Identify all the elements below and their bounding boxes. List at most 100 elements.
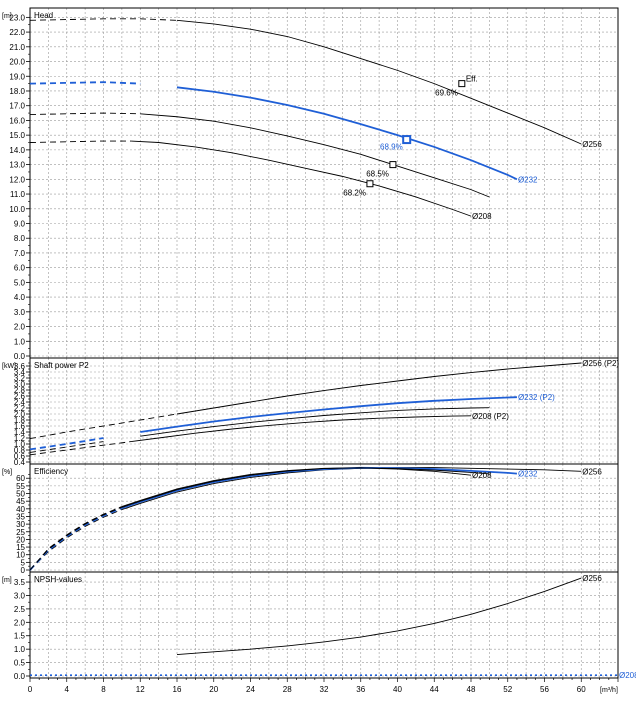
series-line — [131, 140, 472, 217]
series-line — [140, 396, 517, 433]
series-label: Ø208 (P2) — [472, 412, 509, 421]
y-tick-label: 55 — [16, 482, 25, 491]
y-tick-label: 22.0 — [9, 28, 25, 37]
y-unit-label: [%] — [2, 469, 12, 476]
y-tick-label: 2.0 — [14, 410, 26, 419]
y-tick-label: 16.0 — [9, 116, 25, 125]
series-label: Ø208 — [619, 671, 636, 680]
marker-value-label: 68.2% — [343, 189, 366, 198]
series-label: Ø256 — [582, 140, 602, 149]
y-tick-label: 45 — [16, 497, 25, 506]
marker-value-label: 69.6% — [435, 89, 458, 98]
y-tick-label: 14.0 — [9, 146, 25, 155]
series-line-dashed — [29, 507, 123, 571]
y-tick-label: 9.0 — [14, 219, 26, 228]
y-tick-label: 1.8 — [14, 416, 26, 425]
y-tick-label: 3.0 — [14, 308, 26, 317]
x-tick-label: 8 — [101, 685, 106, 694]
x-tick-label: 12 — [136, 685, 145, 694]
y-tick-label: 17.0 — [9, 102, 25, 111]
x-tick-label: 24 — [246, 685, 255, 694]
series-line-dashed — [29, 18, 178, 21]
series-label: Ø208 — [472, 471, 492, 480]
series-label: Ø232 (P2) — [518, 393, 555, 402]
x-tick-label: 36 — [356, 685, 365, 694]
series-label: Ø232 — [518, 175, 538, 184]
series-label: Ø208 — [472, 212, 492, 221]
panel-title: Head — [34, 11, 53, 20]
y-tick-label: 1.4 — [14, 428, 26, 437]
y-tick-label: 2.6 — [14, 392, 26, 401]
y-tick-label: 0.0 — [14, 352, 26, 361]
y-tick-label: 13.0 — [9, 161, 25, 170]
y-tick-label: 10 — [16, 551, 25, 560]
series-line-dashed — [29, 112, 141, 115]
x-tick-label: 16 — [173, 685, 182, 694]
y-tick-label: 7.0 — [14, 249, 26, 258]
panel-power: 0.40.60.81.01.21.41.61.82.02.22.42.62.83… — [2, 357, 619, 467]
y-tick-label: 15 — [16, 543, 25, 552]
panel-npsh: 0.0 0.5 1.0 1.5 2.0 2.5 3.0 3.5 NPSH-values [m] Ø2… — [2, 571, 636, 681]
x-tick-label: 28 — [283, 685, 292, 694]
series-line — [131, 415, 472, 443]
y-tick-label: 0.4 — [14, 458, 26, 467]
y-tick-label: 30 — [16, 520, 25, 529]
y-tick-label: 23.0 — [9, 13, 25, 22]
x-tick-label: 32 — [320, 685, 329, 694]
y-tick-label: 0 — [21, 566, 26, 575]
series-line-dashed — [29, 506, 123, 571]
series-label: Ø256 (P2) — [582, 359, 619, 368]
y-tick-label: 2.0 — [14, 323, 26, 332]
series-line — [121, 466, 518, 509]
efficiency-marker — [389, 161, 397, 169]
y-tick-label: 60 — [16, 474, 25, 483]
y-tick-label: 21.0 — [9, 43, 25, 52]
marker-value-label: 68.5% — [366, 170, 389, 179]
y-tick-label: 1.2 — [14, 434, 26, 443]
series-label: Ø256 — [582, 574, 602, 583]
y-tick-label: 25 — [16, 528, 25, 537]
x-tick-label: 60 — [577, 685, 586, 694]
x-tick-label: 44 — [430, 685, 439, 694]
y-tick-label: 6.0 — [14, 264, 26, 273]
y-tick-label: 12.0 — [9, 175, 25, 184]
y-tick-label: 50 — [16, 490, 25, 499]
y-tick-label: 0.5 — [14, 659, 26, 668]
x-tick-label: 4 — [65, 685, 70, 694]
efficiency-marker — [366, 180, 374, 188]
series-line — [176, 19, 582, 145]
x-tick-label: 48 — [467, 685, 476, 694]
x-unit-label: [m³/h] — [600, 687, 618, 694]
efficiency-marker — [402, 135, 412, 145]
y-tick-label: 2.0 — [14, 618, 26, 627]
y-tick-label: 20.0 — [9, 58, 25, 67]
series-line — [140, 113, 490, 198]
y-tick-label: 3.0 — [14, 380, 26, 389]
y-tick-label: 0.6 — [14, 452, 26, 461]
y-tick-label: 2.4 — [14, 398, 26, 407]
y-tick-label: 8.0 — [14, 234, 26, 243]
x-axis: 0 4 8 12 16 20 24 28 32 36 40 44 48 52 56 60 [m³/h] — [28, 678, 619, 694]
y-tick-label: 2.2 — [14, 404, 26, 413]
y-tick-label: 0.8 — [14, 446, 26, 455]
series-line — [121, 467, 472, 507]
series-line — [140, 407, 490, 437]
marker-label: Eff. — [466, 75, 478, 84]
x-tick-label: 52 — [503, 685, 512, 694]
y-tick-label: 20 — [16, 535, 25, 544]
series-line — [176, 86, 518, 181]
y-tick-label: 5 — [21, 558, 26, 567]
x-tick-label: 56 — [540, 685, 549, 694]
x-tick-label: 20 — [209, 685, 218, 694]
panel-title: Shaft power P2 — [34, 361, 89, 370]
series-label: Ø232 — [518, 470, 538, 479]
y-tick-label: 3.2 — [14, 374, 26, 383]
y-tick-label: 18.0 — [9, 87, 25, 96]
y-tick-label: 15.0 — [9, 131, 25, 140]
marker-value-label: 68.9% — [380, 143, 403, 152]
panel-head: 0.0 1.0 2.0 3.0 4.0 5.0 6.0 7.0 8.0 9.0 10.0 11.0 12… — [2, 7, 619, 361]
series-line-dashed — [29, 441, 132, 456]
y-tick-label: 4.0 — [14, 293, 26, 302]
